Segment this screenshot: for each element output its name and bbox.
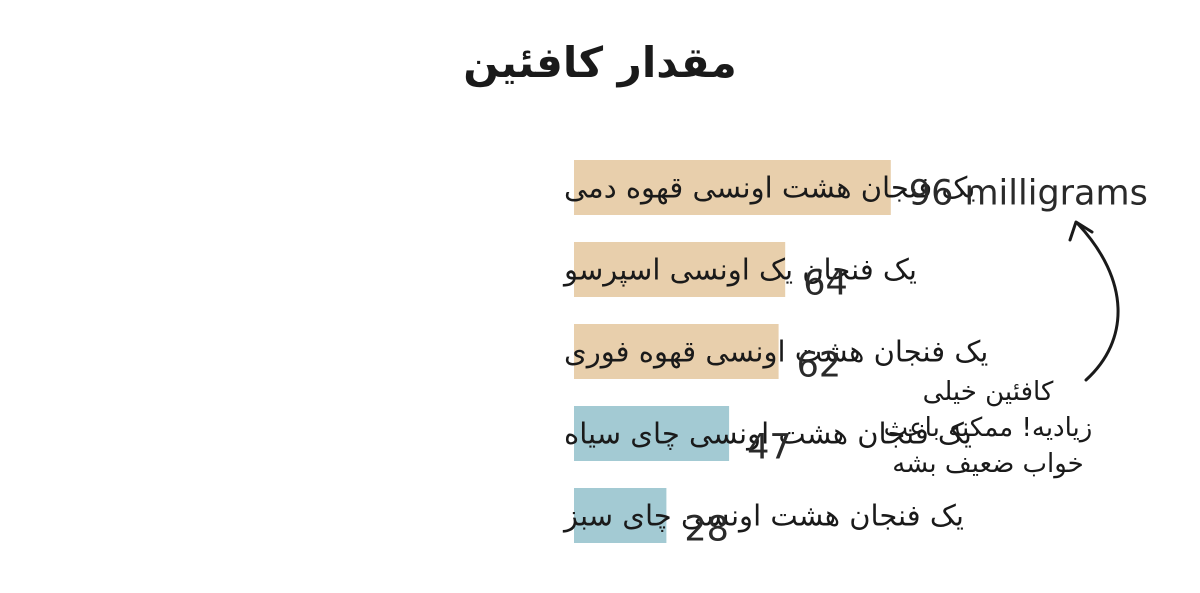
category-label-2: یک فنجان هشت اونسی قهوه فوری (564, 335, 988, 369)
annotation-arrowhead (1068, 220, 1094, 242)
value-label-2: 62 (797, 346, 842, 386)
chart-title: مقدار کافئین (463, 38, 737, 87)
value-label-0: 96 milligrams (909, 174, 1148, 214)
category-label-1: یک فنجان یک اونسی اسپرسو (562, 253, 917, 288)
bar-0 (574, 160, 891, 215)
value-label-3: 47 (747, 428, 792, 468)
bar-1 (574, 242, 786, 297)
value-label-1: 64 (803, 264, 848, 304)
bar-4 (574, 488, 667, 543)
annotation-text: کافئین خیلی زیادیه! ممکنه باعث خواب ضعیف… (883, 377, 1093, 479)
value-label-4: 28 (684, 510, 729, 550)
annotation-arrow (1076, 222, 1120, 382)
category-label-0: یک فنجان هشت اونسی قهوه دمی (564, 171, 975, 205)
bar-2 (574, 324, 779, 379)
category-label-4: یک فنجان هشت اونسی چای سبز (562, 499, 964, 533)
category-label-3: یک فنجان هشت اونسی چای سیاه (564, 417, 972, 451)
bar-3 (574, 406, 730, 461)
